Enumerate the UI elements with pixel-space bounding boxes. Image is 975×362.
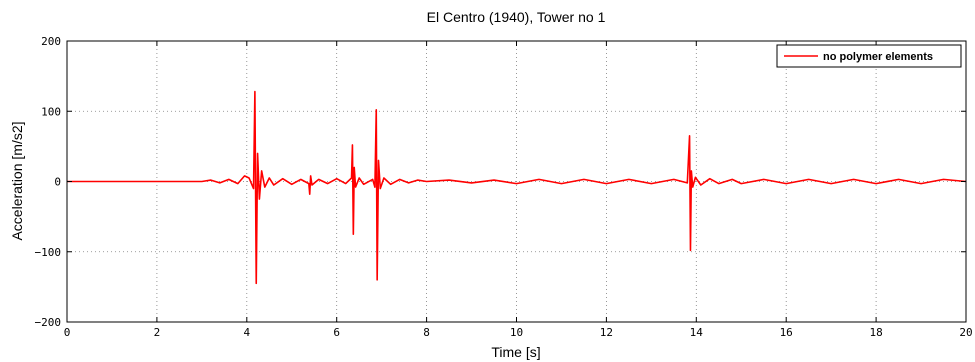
legend: no polymer elements xyxy=(776,44,962,68)
y-tick-label: 100 xyxy=(41,105,61,118)
chart-title: El Centro (1940), Tower no 1 xyxy=(427,9,606,25)
y-tick-label: 200 xyxy=(41,35,61,48)
x-tick-label: 18 xyxy=(869,326,882,339)
x-tick-label: 16 xyxy=(780,326,793,339)
x-tick-label: 0 xyxy=(64,326,71,339)
legend-label: no polymer elements xyxy=(823,51,933,63)
x-tick-label: 20 xyxy=(959,326,972,339)
y-tick-label: −100 xyxy=(35,246,62,259)
legend-box xyxy=(776,44,962,68)
x-axis: 0 2 4 6 8 10 12 14 16 18 20 xyxy=(64,41,973,339)
x-tick-label: 8 xyxy=(423,326,430,339)
x-tick-label: 14 xyxy=(690,326,704,339)
plot-area xyxy=(66,40,967,323)
x-axis-label: Time [s] xyxy=(491,344,540,360)
y-axis-label: Acceleration [m/s2] xyxy=(9,121,25,240)
series-layer xyxy=(67,90,967,285)
x-tick-label: 12 xyxy=(600,326,613,339)
x-tick-label: 10 xyxy=(510,326,523,339)
x-tick-label: 4 xyxy=(243,326,250,339)
x-tick-label: 6 xyxy=(333,326,340,339)
series-line xyxy=(67,90,967,285)
y-axis: −200 −100 0 100 200 xyxy=(35,35,966,329)
y-tick-label: 0 xyxy=(54,176,61,189)
y-tick-label: −200 xyxy=(35,316,62,329)
x-tick-label: 2 xyxy=(154,326,161,339)
